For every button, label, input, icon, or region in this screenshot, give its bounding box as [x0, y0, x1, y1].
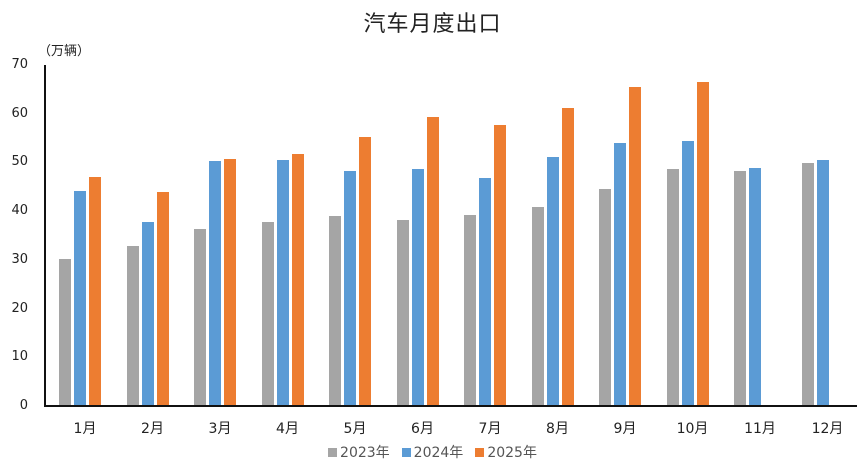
bar-2023年-12月: [801, 162, 814, 406]
x-tick-label: 3月: [208, 421, 232, 437]
bar-2023年-8月: [531, 206, 544, 406]
bar-2025年-4月: [291, 154, 304, 406]
x-tick-label: 6月: [411, 421, 434, 437]
bar-2025年-6月: [426, 117, 439, 406]
plot-area: [45, 65, 857, 406]
bar-2023年-4月: [261, 222, 274, 406]
x-tick-label: 8月: [546, 421, 569, 437]
legend-swatch-icon: [328, 447, 338, 457]
bar-2023年-3月: [194, 229, 206, 406]
bar-2024年-5月: [344, 171, 356, 406]
y-tick-label: 60: [11, 105, 28, 121]
bar-2024年-3月: [209, 161, 221, 406]
bar-2024年-10月: [681, 141, 694, 406]
bar-2023年-7月: [464, 215, 476, 406]
bar-2023年-2月: [126, 245, 139, 406]
legend-label: 2024年: [413, 445, 464, 461]
x-axis-line: [44, 405, 857, 407]
bar-2024年-9月: [614, 143, 626, 406]
bar-2023年-11月: [734, 170, 746, 406]
bar-2023年-5月: [329, 216, 341, 406]
bar-2025年-1月: [89, 177, 101, 406]
chart-title: 汽车月度出口: [363, 12, 502, 37]
bar-2024年-4月: [276, 160, 289, 406]
bar-2025年-10月: [696, 81, 709, 406]
legend-label: 2023年: [340, 445, 390, 461]
bar-2025年-2月: [156, 191, 169, 406]
bar-2023年-9月: [599, 188, 611, 406]
bar-2023年-1月: [59, 258, 71, 406]
y-tick-label: 70: [11, 57, 28, 72]
y-tick-label: 0: [19, 398, 28, 413]
x-tick-label: 2月: [141, 421, 164, 437]
x-tick-label: 11月: [744, 421, 776, 437]
bar-2025年-8月: [561, 107, 574, 406]
bar-2024年-11月: [749, 167, 761, 406]
y-tick-label: 30: [11, 251, 28, 267]
bar-2024年-8月: [546, 156, 559, 406]
bar-2023年-6月: [396, 219, 409, 406]
y-axis-line: [44, 65, 46, 407]
legend-item: 2023年: [328, 442, 390, 462]
legend-swatch-icon: [401, 447, 411, 457]
x-tick-label: 1月: [73, 421, 97, 437]
y-tick-label: 50: [11, 154, 28, 170]
y-tick-label: 40: [11, 203, 28, 219]
x-tick-label: 7月: [478, 421, 502, 437]
y-axis-unit-label: （万辆）: [38, 44, 91, 59]
legend-item: 2025年: [475, 442, 537, 462]
legend-swatch-icon: [475, 447, 485, 457]
legend: 2023年 2024年 2025年: [0, 442, 865, 462]
x-tick-label: 4月: [276, 421, 299, 437]
bar-2025年-9月: [629, 87, 641, 406]
bar-2024年-2月: [141, 221, 154, 406]
bar-2024年-6月: [411, 169, 424, 406]
bar-2024年-1月: [74, 190, 86, 406]
bar-2025年-7月: [494, 125, 506, 406]
x-tick-label: 12月: [811, 421, 844, 437]
legend-item: 2024年: [401, 442, 464, 462]
bar-2025年-5月: [359, 137, 371, 406]
x-tick-label: 5月: [343, 421, 367, 437]
bar-2024年-7月: [479, 177, 491, 406]
x-tick-label: 9月: [613, 421, 637, 437]
x-tick-label: 10月: [676, 421, 709, 437]
y-tick-label: 10: [11, 349, 28, 365]
bar-2024年-12月: [816, 160, 829, 406]
bar-2025年-3月: [224, 159, 236, 406]
bar-2023年-10月: [666, 168, 679, 406]
y-tick-label: 20: [11, 300, 28, 316]
legend-label: 2025年: [487, 445, 537, 461]
